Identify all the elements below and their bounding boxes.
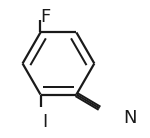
- Text: F: F: [40, 8, 50, 26]
- Text: N: N: [123, 109, 136, 127]
- Text: I: I: [43, 113, 48, 131]
